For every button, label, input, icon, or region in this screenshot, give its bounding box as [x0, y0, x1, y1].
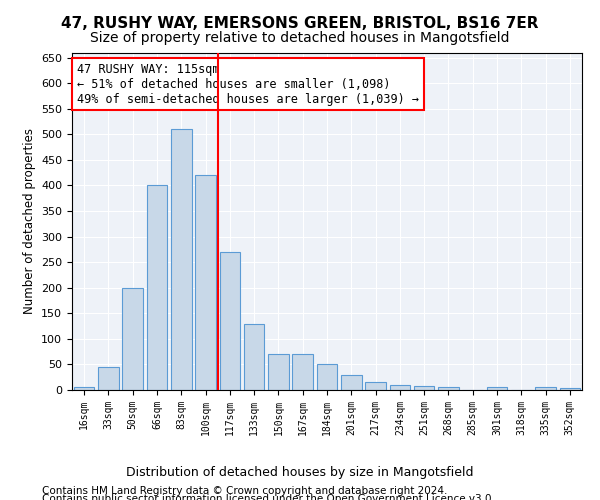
Y-axis label: Number of detached properties: Number of detached properties: [23, 128, 35, 314]
Bar: [195, 175, 216, 390]
Text: Distribution of detached houses by size in Mangotsfield: Distribution of detached houses by size …: [126, 466, 474, 479]
Bar: [389, 385, 410, 390]
Bar: [171, 129, 191, 390]
Bar: [220, 252, 240, 390]
Bar: [292, 354, 313, 390]
Text: 47, RUSHY WAY, EMERSONS GREEN, BRISTOL, BS16 7ER: 47, RUSHY WAY, EMERSONS GREEN, BRISTOL, …: [61, 16, 539, 31]
Bar: [560, 388, 580, 390]
Text: Contains public sector information licensed under the Open Government Licence v3: Contains public sector information licen…: [42, 494, 495, 500]
Bar: [414, 386, 434, 390]
Text: Contains HM Land Registry data © Crown copyright and database right 2024.: Contains HM Land Registry data © Crown c…: [42, 486, 448, 496]
Bar: [146, 186, 167, 390]
Bar: [244, 324, 265, 390]
Text: 47 RUSHY WAY: 115sqm
← 51% of detached houses are smaller (1,098)
49% of semi-de: 47 RUSHY WAY: 115sqm ← 51% of detached h…: [77, 62, 419, 106]
Bar: [438, 388, 459, 390]
Bar: [98, 367, 119, 390]
Bar: [74, 388, 94, 390]
Bar: [317, 364, 337, 390]
Bar: [268, 354, 289, 390]
Text: Size of property relative to detached houses in Mangotsfield: Size of property relative to detached ho…: [90, 31, 510, 45]
Bar: [487, 388, 508, 390]
Bar: [365, 382, 386, 390]
Bar: [341, 374, 362, 390]
Bar: [535, 388, 556, 390]
Bar: [122, 288, 143, 390]
